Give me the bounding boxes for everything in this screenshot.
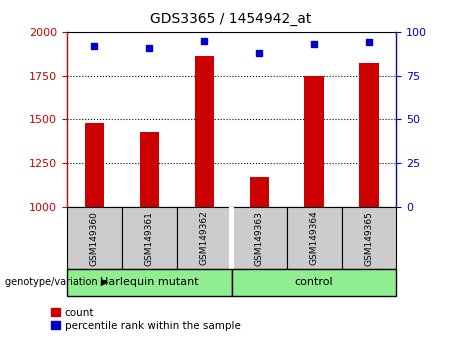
- Bar: [195, 56, 214, 207]
- Text: GSM149361: GSM149361: [145, 211, 154, 266]
- Bar: [304, 76, 324, 207]
- Bar: [231, 269, 396, 296]
- Bar: [342, 207, 396, 269]
- Text: GSM149364: GSM149364: [309, 211, 319, 266]
- Bar: [249, 177, 269, 207]
- Text: GDS3365 / 1454942_at: GDS3365 / 1454942_at: [150, 12, 311, 27]
- Bar: [231, 207, 287, 269]
- Text: GSM149365: GSM149365: [365, 211, 373, 266]
- Text: GSM149362: GSM149362: [200, 211, 209, 266]
- Text: GSM149363: GSM149363: [254, 211, 264, 266]
- Bar: [177, 207, 231, 269]
- Bar: [360, 63, 378, 207]
- Legend: count, percentile rank within the sample: count, percentile rank within the sample: [51, 308, 241, 331]
- Text: genotype/variation ▶: genotype/variation ▶: [5, 278, 108, 287]
- Text: Harlequin mutant: Harlequin mutant: [100, 277, 199, 287]
- Bar: [287, 207, 342, 269]
- Text: GSM149360: GSM149360: [90, 211, 99, 266]
- Bar: [229, 207, 234, 269]
- Bar: [85, 123, 104, 207]
- Text: control: control: [295, 277, 333, 287]
- Bar: [67, 207, 122, 269]
- Bar: [67, 269, 231, 296]
- Bar: [122, 207, 177, 269]
- Bar: [140, 132, 159, 207]
